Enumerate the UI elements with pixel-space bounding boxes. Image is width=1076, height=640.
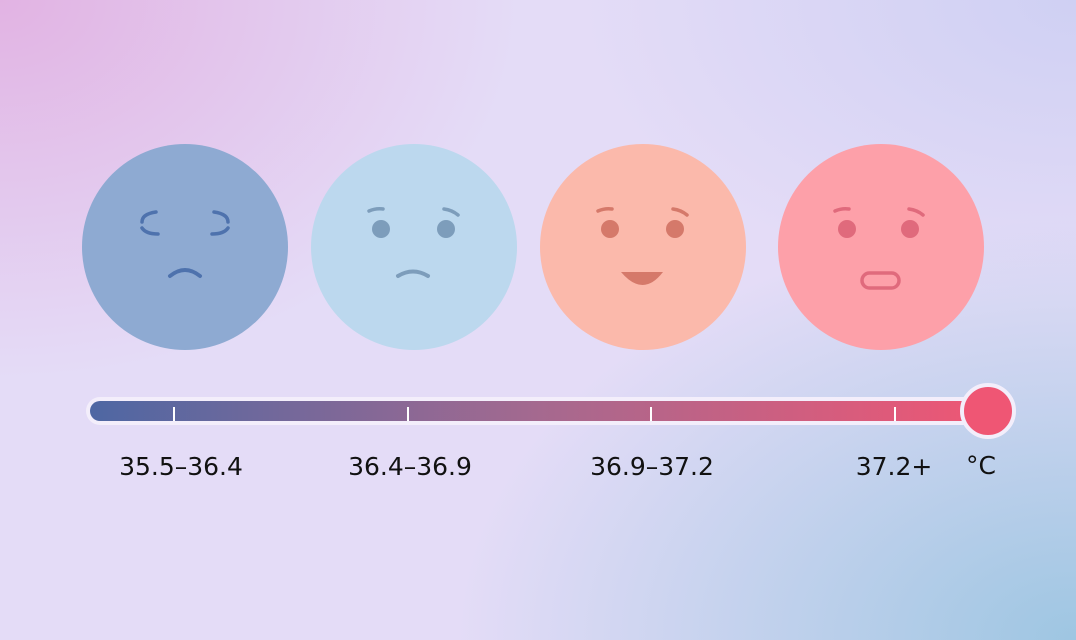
range-label: 36.9–37.2 — [590, 452, 714, 481]
face-fever — [778, 144, 984, 350]
face-cold — [82, 144, 288, 350]
unit-label: °C — [966, 451, 996, 480]
face-normal — [540, 144, 746, 350]
thermometer — [86, 383, 1016, 439]
face-cool — [311, 144, 517, 350]
range-label: 36.4–36.9 — [348, 452, 472, 481]
range-label: 35.5–36.4 — [119, 452, 243, 481]
range-label: 37.2+ — [856, 452, 933, 481]
